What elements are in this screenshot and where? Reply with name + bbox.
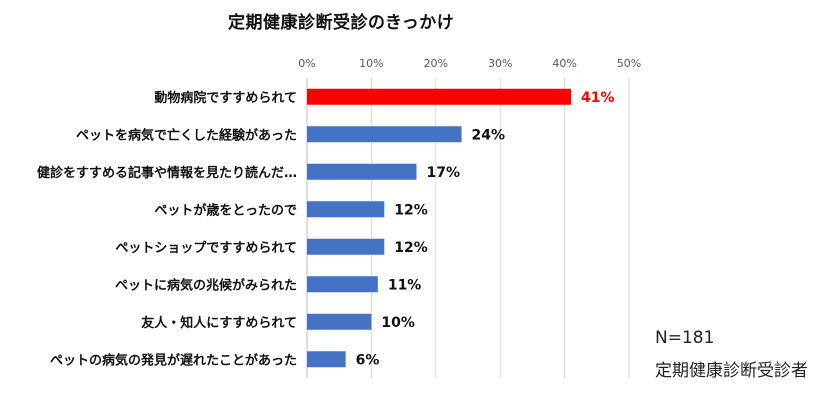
x-tick-label: 30% [488, 57, 512, 70]
data-label: 12% [394, 202, 428, 218]
category-label: ペットが歳をとったので [154, 202, 297, 218]
bar [307, 313, 372, 330]
bar [307, 88, 572, 105]
bar [307, 163, 417, 180]
sample-size-note: N=181 [655, 328, 715, 348]
bar [307, 351, 346, 368]
category-label: 健診をすすめる記事や情報を見たり読んだ… [37, 165, 297, 181]
chart-title: 定期健康診断受診のきっかけ [228, 13, 455, 33]
x-tick-label: 10% [359, 57, 383, 70]
bar [307, 126, 462, 143]
data-label: 6% [356, 352, 380, 368]
data-label: 11% [388, 277, 422, 293]
category-label: ペットに病気の兆候がみられた [115, 277, 297, 293]
data-label: 17% [426, 165, 460, 181]
respondent-note: 定期健康診断受診者 [655, 361, 808, 381]
bar [307, 238, 385, 255]
category-label: ペットの病気の発見が遅れたことがあった [50, 352, 297, 368]
x-tick-label: 0% [298, 57, 315, 70]
x-tick-label: 40% [552, 57, 576, 70]
x-tick-label: 20% [424, 57, 448, 70]
data-label: 10% [381, 315, 415, 331]
category-label: ペットショップですすめられて [115, 241, 297, 256]
data-label: 24% [472, 127, 506, 143]
category-label: 動物病院ですすめられて [154, 90, 297, 106]
x-tick-label: 50% [617, 57, 641, 70]
bar [307, 201, 385, 218]
bar [307, 276, 378, 293]
category-label: ペットを病気で亡くした経験があった [76, 127, 297, 143]
data-label: 12% [394, 240, 428, 256]
category-label: 友人・知人にすすめられて [141, 315, 297, 331]
data-label: 41% [581, 90, 615, 106]
